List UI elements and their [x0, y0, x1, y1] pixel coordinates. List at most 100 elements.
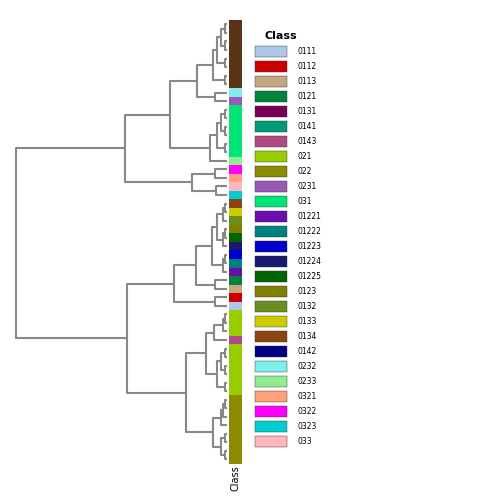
Bar — [229, 336, 242, 344]
Text: 0134: 0134 — [297, 332, 317, 341]
Text: 0123: 0123 — [297, 287, 317, 296]
Bar — [255, 406, 287, 417]
Bar — [229, 225, 242, 233]
Bar — [229, 276, 242, 285]
Text: 0322: 0322 — [297, 407, 317, 416]
Bar — [229, 29, 242, 37]
Text: 033: 033 — [297, 437, 312, 446]
Bar — [229, 191, 242, 199]
Bar — [255, 346, 287, 357]
Text: 01224: 01224 — [297, 257, 322, 266]
Text: 022: 022 — [297, 167, 312, 176]
Bar — [229, 259, 242, 268]
Bar — [229, 310, 242, 319]
Bar — [229, 301, 242, 310]
Bar — [229, 421, 242, 429]
Bar — [255, 286, 287, 297]
Bar — [229, 353, 242, 361]
Bar — [229, 157, 242, 165]
Text: 0111: 0111 — [297, 47, 317, 56]
Bar — [229, 37, 242, 46]
Bar — [229, 140, 242, 148]
Text: 01222: 01222 — [297, 227, 321, 236]
Bar — [255, 361, 287, 372]
Text: 031: 031 — [297, 197, 312, 206]
Text: 01221: 01221 — [297, 212, 321, 221]
Bar — [229, 396, 242, 404]
Bar — [255, 301, 287, 312]
Bar — [229, 268, 242, 276]
Bar — [229, 361, 242, 370]
Bar — [255, 136, 287, 147]
Bar — [229, 447, 242, 455]
Bar — [255, 151, 287, 162]
Bar — [229, 208, 242, 216]
Bar — [229, 370, 242, 379]
Bar — [229, 122, 242, 131]
Bar — [229, 233, 242, 242]
Bar — [229, 114, 242, 122]
Text: 01225: 01225 — [297, 272, 322, 281]
Text: 021: 021 — [297, 152, 312, 161]
Bar — [255, 226, 287, 237]
Bar — [229, 182, 242, 191]
Bar — [255, 61, 287, 73]
X-axis label: Class: Class — [231, 465, 240, 491]
Bar — [255, 376, 287, 387]
Text: 0321: 0321 — [297, 392, 317, 401]
Bar — [255, 421, 287, 432]
Text: 0142: 0142 — [297, 347, 317, 356]
Text: 0131: 0131 — [297, 107, 317, 116]
Bar — [229, 97, 242, 105]
Bar — [229, 455, 242, 464]
Bar — [229, 438, 242, 447]
Bar — [255, 46, 287, 57]
Bar — [255, 271, 287, 282]
Text: 0143: 0143 — [297, 137, 317, 146]
Text: 0121: 0121 — [297, 92, 317, 101]
Bar — [255, 76, 287, 87]
Bar — [255, 196, 287, 207]
Bar — [229, 293, 242, 301]
Bar — [229, 72, 242, 80]
Bar — [255, 391, 287, 402]
Bar — [229, 88, 242, 97]
Bar — [229, 412, 242, 421]
Bar — [255, 316, 287, 327]
Text: 0133: 0133 — [297, 317, 317, 326]
Bar — [255, 211, 287, 222]
Text: 0132: 0132 — [297, 302, 317, 311]
Bar — [229, 20, 242, 29]
Bar — [229, 54, 242, 63]
Bar — [229, 404, 242, 412]
Text: 0141: 0141 — [297, 122, 317, 131]
Bar — [255, 436, 287, 448]
Bar — [255, 91, 287, 102]
Bar — [229, 131, 242, 140]
Text: 0323: 0323 — [297, 422, 317, 431]
Bar — [229, 174, 242, 182]
Bar — [229, 379, 242, 387]
Text: 0232: 0232 — [297, 362, 317, 371]
Bar — [229, 148, 242, 157]
Bar — [229, 216, 242, 225]
Bar — [229, 319, 242, 327]
Bar — [229, 387, 242, 396]
Bar — [255, 241, 287, 253]
Bar — [229, 46, 242, 54]
Text: Class: Class — [265, 31, 297, 41]
Bar — [229, 285, 242, 293]
Text: 0231: 0231 — [297, 182, 317, 191]
Bar — [229, 199, 242, 208]
Bar — [229, 429, 242, 438]
Text: 0233: 0233 — [297, 377, 317, 386]
Text: 01223: 01223 — [297, 242, 322, 251]
Bar — [255, 106, 287, 117]
Bar — [229, 165, 242, 174]
Bar — [229, 327, 242, 336]
Bar — [255, 331, 287, 342]
Bar — [229, 80, 242, 88]
Bar — [255, 181, 287, 193]
Bar — [255, 121, 287, 133]
Bar — [229, 63, 242, 72]
